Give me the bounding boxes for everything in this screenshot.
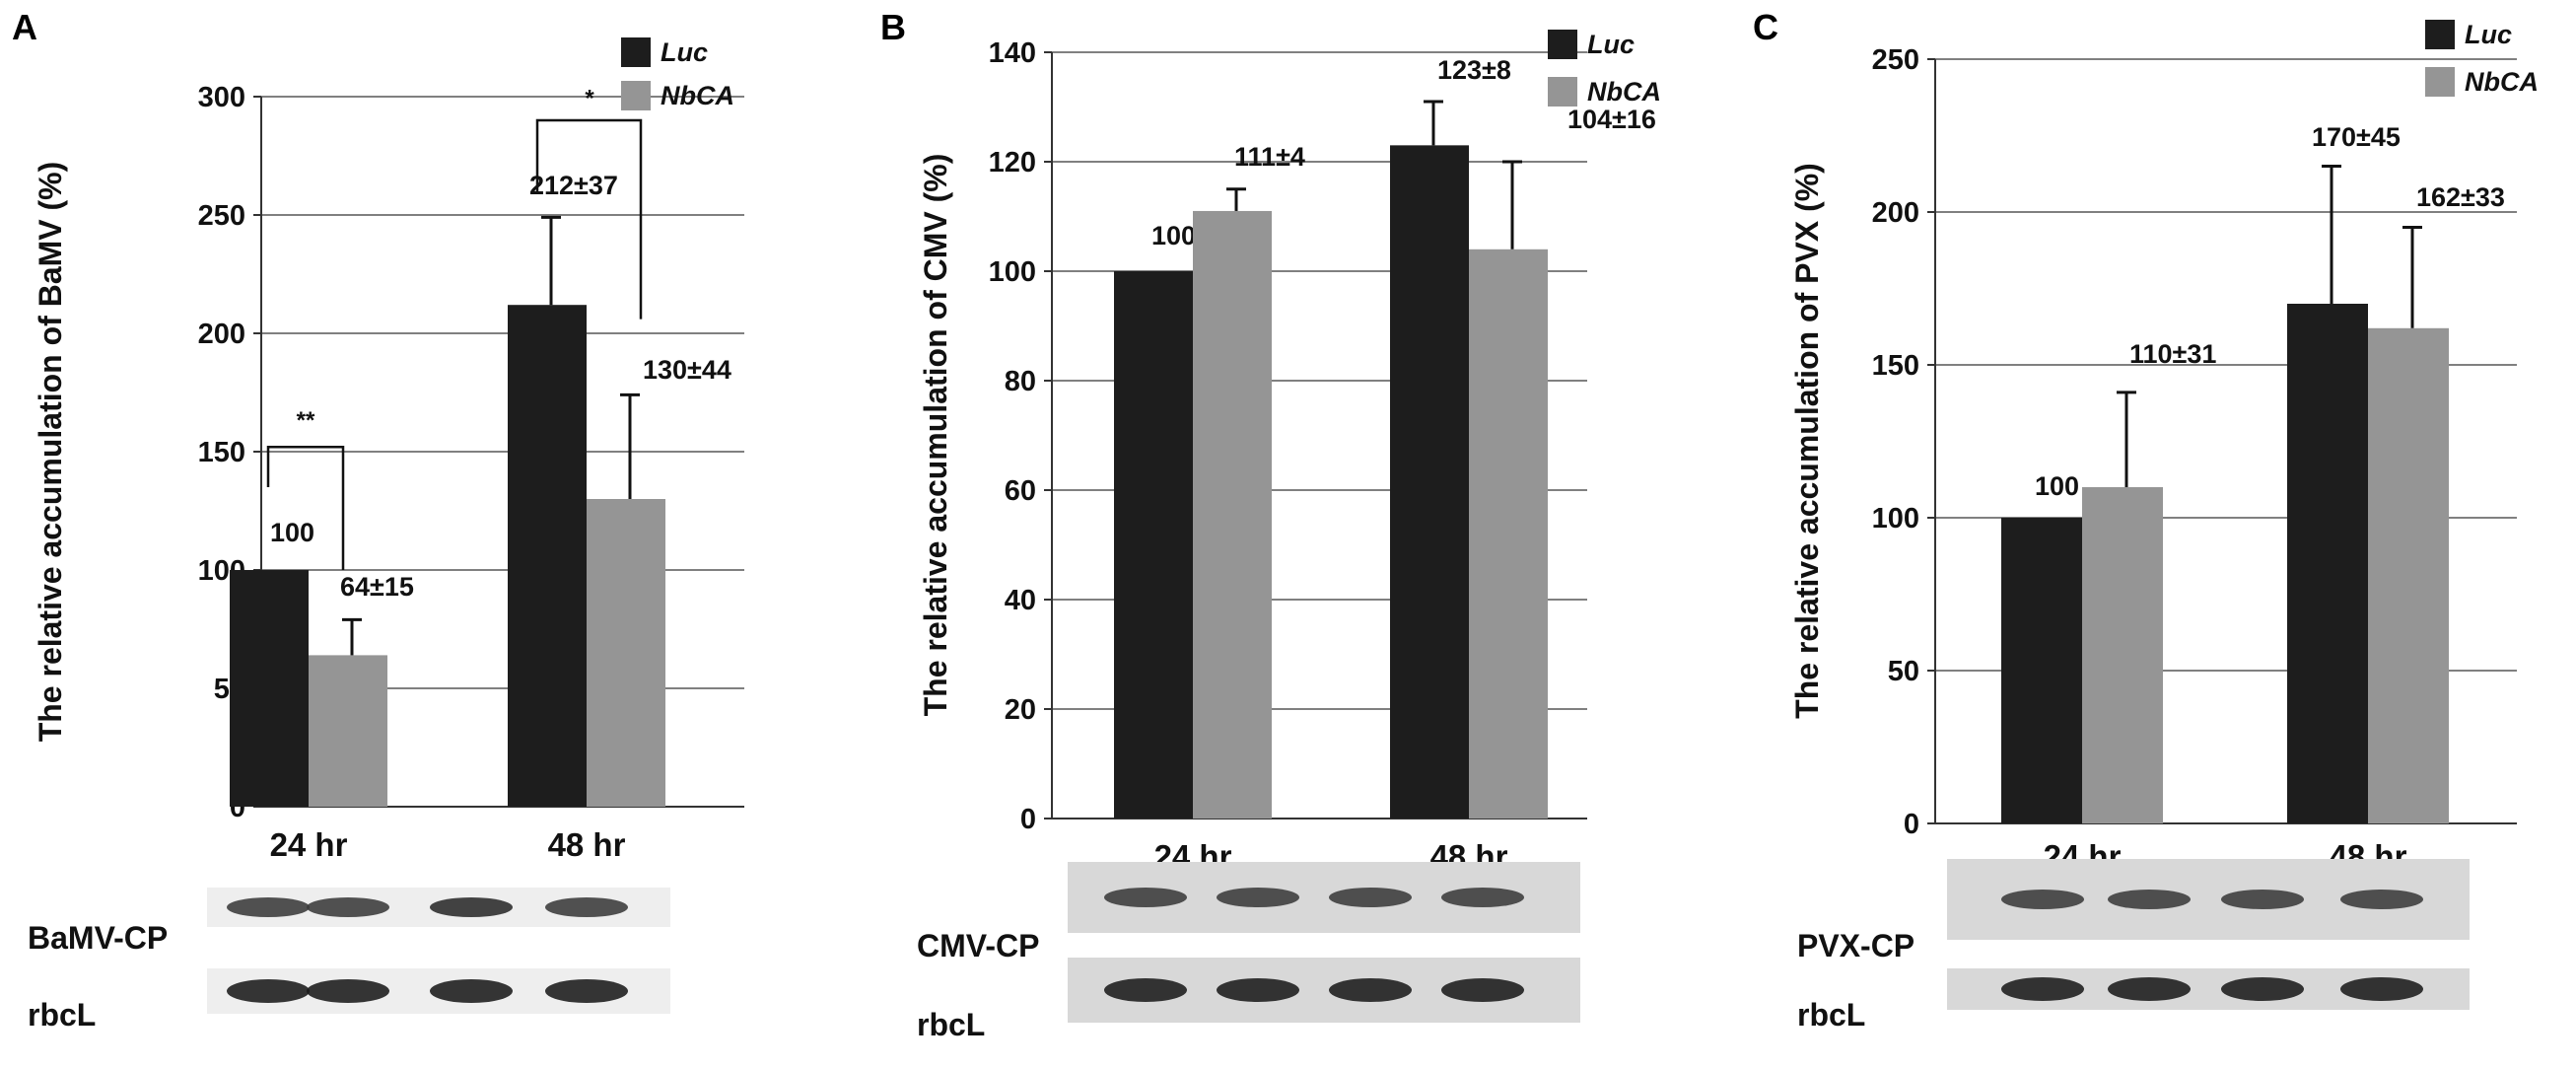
y-tick-label: 150 xyxy=(1872,350,1919,382)
y-axis-title: The relative accumulation of BaMV (%) xyxy=(33,162,68,743)
legend-label: Luc xyxy=(661,37,708,67)
legend-swatch-luc xyxy=(1548,30,1577,59)
y-tick-label: 0 xyxy=(1904,809,1919,840)
y-tick-label: 100 xyxy=(989,256,1036,288)
data-label: 64±15 xyxy=(340,572,414,602)
blot-band xyxy=(545,979,628,1003)
blot-band xyxy=(430,897,513,917)
blot-band xyxy=(545,897,628,917)
bar-luc xyxy=(2001,518,2082,823)
blot-band xyxy=(430,979,513,1003)
category-label: 48 hr xyxy=(548,826,626,863)
legend-label: NbCA xyxy=(661,81,734,110)
blot-band xyxy=(1217,978,1299,1002)
blot-band xyxy=(2001,977,2084,1001)
blot-band xyxy=(1329,978,1412,1002)
bar-luc xyxy=(2287,304,2368,823)
data-label: 100 xyxy=(1151,221,1196,250)
y-axis-title: The relative accumulation of CMV (%) xyxy=(918,154,953,717)
blot-label: rbcL xyxy=(1797,997,1865,1033)
y-tick-label: 100 xyxy=(1872,503,1919,534)
data-label: 110±31 xyxy=(2129,339,2216,369)
blot-label: PVX-CP xyxy=(1797,928,1915,963)
legend-label: Luc xyxy=(2465,20,2512,49)
y-tick-label: 250 xyxy=(198,200,245,232)
y-tick-label: 0 xyxy=(1020,804,1036,835)
blot-band xyxy=(307,979,389,1003)
legend-label: Luc xyxy=(1587,30,1635,59)
bar-nbca xyxy=(309,655,387,807)
bar-luc xyxy=(1390,145,1469,820)
y-tick-label: 140 xyxy=(989,37,1036,69)
y-tick-label: 40 xyxy=(1005,585,1036,616)
data-label: 111±4 xyxy=(1234,142,1305,172)
y-tick-label: 20 xyxy=(1005,694,1036,726)
y-tick-label: 250 xyxy=(1872,44,1919,76)
significance-bracket xyxy=(266,445,345,570)
y-tick-label: 50 xyxy=(1888,656,1919,687)
blot-band xyxy=(2340,890,2423,909)
blot-band xyxy=(2340,977,2423,1001)
blot-band xyxy=(227,979,310,1003)
panel-letter: B xyxy=(880,7,906,47)
legend-label: NbCA xyxy=(2465,67,2539,97)
data-label: 104±16 xyxy=(1567,105,1656,134)
panel-letter: C xyxy=(1753,7,1778,47)
bar-nbca xyxy=(587,499,665,807)
data-label: 100 xyxy=(270,518,314,547)
y-tick-label: 200 xyxy=(1872,197,1919,229)
blot-band xyxy=(2001,890,2084,909)
blot-band xyxy=(1217,888,1299,907)
blot-band xyxy=(2221,977,2304,1001)
y-axis-title: The relative accumulation of PVX (%) xyxy=(1789,163,1825,719)
data-label: 100 xyxy=(2035,471,2079,501)
bar-nbca xyxy=(2368,327,2449,823)
blot-label: BaMV-CP xyxy=(28,920,168,956)
data-label: 123±8 xyxy=(1437,55,1511,85)
y-tick-label: 300 xyxy=(198,82,245,113)
blot-band xyxy=(1441,888,1524,907)
data-label: 212±37 xyxy=(529,171,618,200)
y-tick-label: 80 xyxy=(1005,366,1036,397)
bar-nbca xyxy=(1193,210,1272,819)
blot-band xyxy=(1104,978,1187,1002)
legend-swatch-luc xyxy=(2425,20,2455,49)
significance-mark: ** xyxy=(297,407,315,434)
blot-label: rbcL xyxy=(917,1007,985,1042)
bar-nbca xyxy=(1469,249,1548,820)
blot-band xyxy=(2221,890,2304,909)
significance-bracket xyxy=(535,118,643,320)
blot-band xyxy=(227,897,310,917)
data-label: 162±33 xyxy=(2416,182,2505,212)
data-label: 130±44 xyxy=(643,355,731,385)
bar-luc xyxy=(230,570,309,807)
y-tick-label: 60 xyxy=(1005,475,1036,507)
blot-band xyxy=(307,897,389,917)
bar-luc xyxy=(508,305,587,807)
category-label: 24 hr xyxy=(270,826,348,863)
blot-label: CMV-CP xyxy=(917,928,1039,963)
legend-swatch-nbca xyxy=(1548,77,1577,107)
blot-band xyxy=(1104,888,1187,907)
blot-band xyxy=(1441,978,1524,1002)
significance-mark: * xyxy=(585,86,594,112)
y-tick-label: 120 xyxy=(989,147,1036,178)
bar-nbca xyxy=(2082,487,2163,823)
bar-luc xyxy=(1114,271,1193,819)
legend-swatch-nbca xyxy=(2425,67,2455,97)
data-label: 170±45 xyxy=(2312,122,2401,152)
y-tick-label: 200 xyxy=(198,319,245,350)
blot-band xyxy=(2108,890,2191,909)
panel-letter: A xyxy=(12,7,37,47)
legend-label: NbCA xyxy=(1587,77,1661,107)
legend-swatch-nbca xyxy=(621,81,651,110)
legend-swatch-luc xyxy=(621,37,651,67)
blot-label: rbcL xyxy=(28,997,96,1033)
blot-band xyxy=(2108,977,2191,1001)
blot-band xyxy=(1329,888,1412,907)
y-tick-label: 150 xyxy=(198,437,245,468)
